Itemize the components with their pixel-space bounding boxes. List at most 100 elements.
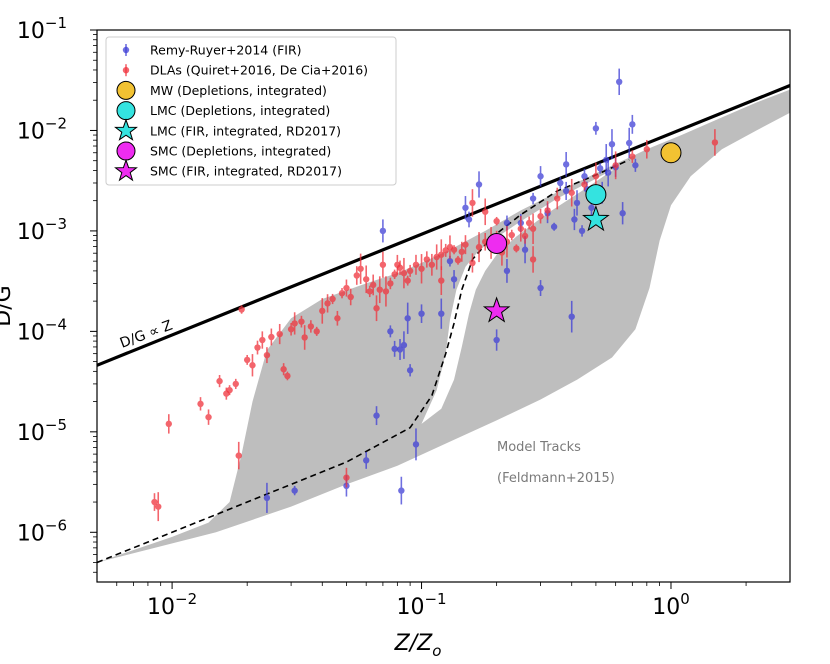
point-errorbar: [529, 213, 537, 244]
point-errorbar: [438, 298, 445, 329]
point-errorbar: [259, 331, 266, 349]
point-errorbar: [493, 216, 500, 226]
legend-marker: [114, 158, 138, 182]
point-marker: [711, 139, 719, 146]
point-errorbar: [643, 139, 651, 159]
point-marker: [197, 400, 204, 408]
point-errorbar: [243, 354, 251, 365]
legend-label: MW (Depletions, integrated): [150, 83, 327, 98]
point-marker: [324, 300, 331, 307]
point-errorbar: [347, 288, 354, 306]
point-errorbar: [458, 241, 465, 262]
point-marker: [280, 366, 287, 373]
point-circle: [486, 232, 508, 254]
point-marker: [319, 307, 326, 315]
point-marker: [596, 165, 604, 172]
point-marker: [562, 161, 570, 168]
point-errorbar: [412, 428, 420, 461]
point-errorbar: [482, 198, 489, 226]
point-errorbar: [343, 279, 350, 297]
point-star: [582, 204, 610, 232]
point-errorbar: [155, 492, 162, 522]
legend-entry: SMC (FIR, integrated, RD2017): [114, 158, 342, 182]
point-marker: [165, 420, 172, 428]
point-marker: [276, 330, 283, 338]
point-marker: [268, 333, 275, 341]
point-errorbar: [353, 266, 360, 285]
point-errorbar: [387, 325, 394, 338]
point-marker: [493, 336, 500, 344]
point-errorbar: [469, 253, 476, 273]
point-errorbar: [568, 178, 575, 207]
point-errorbar: [450, 245, 458, 255]
point-marker: [205, 413, 212, 421]
point-errorbar: [254, 340, 261, 355]
y-axis-label: D/G: [0, 285, 16, 326]
point-marker: [259, 336, 266, 344]
model-tracks-label: Model Tracks: [497, 440, 581, 455]
point-marker: [592, 125, 600, 132]
point-errorbar: [324, 294, 331, 313]
point-errorbar: [412, 254, 420, 275]
point-marker: [615, 78, 623, 86]
point-errorbar: [291, 312, 298, 335]
point-marker: [529, 225, 537, 232]
point-marker: [612, 162, 619, 169]
point-errorbar: [249, 354, 256, 377]
point-marker: [307, 323, 315, 330]
point-marker: [493, 217, 500, 225]
point-errorbar: [276, 323, 283, 345]
point-marker: [418, 265, 425, 272]
point-marker: [400, 269, 408, 277]
point-marker: [562, 187, 570, 195]
point-errorbar: [508, 229, 515, 241]
point-marker: [338, 289, 346, 297]
plot-area: [97, 68, 790, 564]
point-errorbar: [379, 251, 387, 278]
point-errorbar: [568, 300, 575, 333]
point-errorbar: [578, 225, 586, 237]
legend-label: Remy-Ruyer+2014 (FIR): [150, 43, 302, 58]
point-marker: [529, 256, 537, 263]
point-errorbar: [404, 275, 411, 286]
point-errorbar: [550, 222, 558, 231]
point-marker: [626, 139, 633, 147]
legend: Remy-Ruyer+2014 (FIR) DLAs (Quiret+2016, …: [105, 36, 397, 186]
point-marker: [362, 457, 370, 464]
point-errorbar: [319, 298, 326, 324]
point-errorbar: [465, 211, 473, 228]
legend-entry: LMC (FIR, integrated, RD2017): [114, 118, 341, 141]
point-errorbar: [454, 255, 462, 265]
point-errorbar: [517, 216, 525, 242]
point-errorbar: [287, 322, 295, 336]
point-errorbar: [493, 329, 500, 351]
point-marker: [482, 208, 489, 215]
point-errorbar: [571, 208, 578, 231]
point-errorbar: [503, 258, 511, 283]
point-errorbar: [475, 171, 483, 198]
x-tick-label: 100: [652, 590, 690, 620]
point-marker: [604, 169, 612, 176]
point-marker: [396, 264, 404, 271]
point-marker: [398, 487, 405, 494]
model-tracks-citation: (Feldmann+2015): [497, 471, 615, 486]
point-marker: [400, 341, 408, 349]
point-marker: [343, 284, 350, 292]
point-circle: [585, 184, 607, 206]
point-errorbar: [615, 68, 623, 96]
point-marker: [263, 494, 271, 502]
point-marker: [263, 351, 271, 359]
point-errorbar: [205, 409, 212, 425]
point-marker: [347, 293, 354, 301]
point-errorbar: [475, 232, 483, 263]
point-marker: [298, 318, 305, 325]
model-band-area: [97, 89, 790, 563]
point-errorbar: [596, 162, 604, 174]
point-marker: [508, 231, 515, 239]
point-marker: [608, 140, 616, 148]
legend-entry: Remy-Ruyer+2014 (FIR): [122, 43, 302, 58]
legend-frame: [105, 36, 397, 186]
point-errorbar: [298, 315, 305, 328]
point-errorbar: [238, 305, 245, 314]
point-errorbar: [362, 451, 370, 469]
